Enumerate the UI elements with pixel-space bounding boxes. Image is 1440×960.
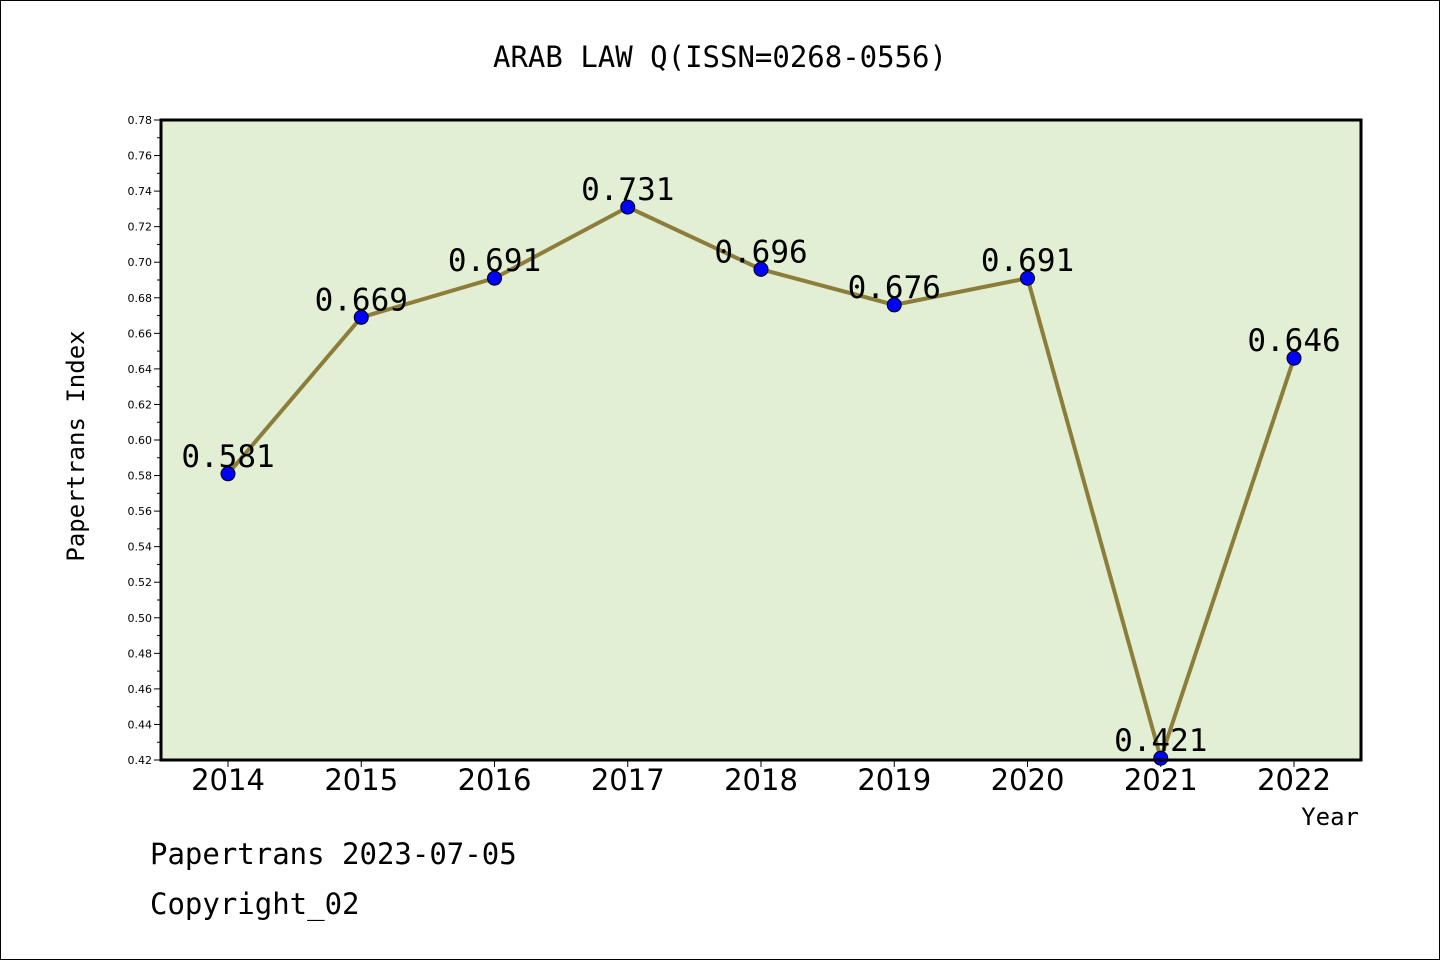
data-label: 0.696 — [714, 234, 807, 270]
y-tick-label: 0.54 — [128, 541, 153, 554]
y-tick-label: 0.66 — [128, 327, 153, 340]
x-tick-label: 2015 — [324, 763, 398, 797]
y-tick-label: 0.78 — [128, 114, 153, 127]
data-point — [1286, 350, 1302, 366]
data-label: 0.646 — [1247, 323, 1340, 359]
data-label: 0.731 — [581, 172, 674, 208]
x-tick-label: 2017 — [591, 763, 665, 797]
y-tick-label: 0.52 — [128, 576, 153, 589]
y-tick-label: 0.62 — [128, 398, 153, 411]
x-tick-label: 2018 — [724, 763, 798, 797]
data-point — [886, 297, 902, 313]
y-tick-label: 0.48 — [128, 647, 153, 660]
plot-area — [161, 120, 1361, 760]
footer-date: Papertrans 2023-07-05 — [150, 837, 517, 871]
y-tick-label: 0.56 — [128, 505, 153, 518]
y-tick-label: 0.44 — [128, 718, 153, 731]
y-tick-label: 0.70 — [128, 256, 153, 269]
footer-copyright: Copyright_02 — [150, 887, 360, 922]
x-tick-label: 2021 — [1124, 763, 1198, 797]
plot-border — [159, 118, 1363, 762]
y-tick-label: 0.42 — [128, 754, 153, 767]
y-tick-label: 0.60 — [128, 434, 153, 447]
x-tick-label: 2016 — [458, 763, 532, 797]
x-tick-label: 2014 — [191, 763, 265, 797]
data-point — [753, 261, 769, 277]
y-axis-label: Papertrans Index — [62, 330, 90, 561]
y-tick-label: 0.46 — [128, 683, 153, 696]
data-point — [220, 466, 236, 482]
y-axis: 0.42 0.44 0.46 0.48 0.50 0.52 0.54 0.56 0.58 0.60… — [128, 114, 161, 767]
data-point — [1020, 270, 1035, 286]
y-tick-label: 0.50 — [128, 612, 153, 625]
data-label: 0.691 — [981, 243, 1074, 279]
chart-title: ARAB LAW Q(ISSN=0268-0556) — [493, 40, 947, 74]
data-point — [353, 309, 369, 325]
data-label: 0.676 — [848, 270, 941, 306]
data-point — [487, 270, 502, 286]
y-tick-label: 0.58 — [128, 470, 153, 483]
data-points — [220, 199, 1302, 766]
x-tick-label: 2022 — [1257, 763, 1331, 797]
x-tick-label: 2019 — [857, 763, 931, 797]
data-labels: 0.581 0.669 0.691 0.731 0.696 0.676 0.691 0.421… — [181, 172, 1340, 759]
y-tick-label: 0.64 — [128, 363, 153, 376]
x-axis: 2014 2015 2016 2017 2018 2019 2020 2021 2022 — [191, 760, 1331, 797]
y-tick-label: 0.74 — [128, 185, 153, 198]
data-point — [1153, 750, 1169, 766]
x-axis-label: Year — [1301, 803, 1359, 831]
data-point — [620, 199, 636, 215]
data-label: 0.691 — [448, 243, 541, 279]
y-tick-label: 0.76 — [128, 150, 153, 163]
data-label: 0.669 — [315, 282, 408, 318]
data-label: 0.581 — [181, 439, 274, 475]
data-label: 0.421 — [1114, 723, 1207, 759]
y-tick-label: 0.68 — [128, 292, 153, 305]
y-tick-label: 0.72 — [128, 221, 153, 234]
x-tick-label: 2020 — [991, 763, 1065, 797]
